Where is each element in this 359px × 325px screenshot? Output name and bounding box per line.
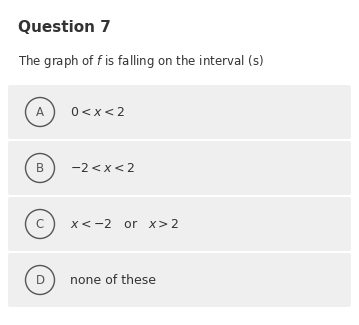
Text: The graph of $f$ is falling on the interval (s): The graph of $f$ is falling on the inter… <box>18 53 264 70</box>
FancyBboxPatch shape <box>8 85 351 139</box>
FancyBboxPatch shape <box>8 253 351 307</box>
Text: $x < -2$   or   $x > 2$: $x < -2$ or $x > 2$ <box>70 217 180 230</box>
FancyBboxPatch shape <box>8 197 351 251</box>
Text: B: B <box>36 162 44 175</box>
Text: $0 < x < 2$: $0 < x < 2$ <box>70 106 125 119</box>
Text: Question 7: Question 7 <box>18 20 111 35</box>
Text: A: A <box>36 106 44 119</box>
Text: C: C <box>36 217 44 230</box>
Text: $-2 < x < 2$: $-2 < x < 2$ <box>70 162 135 175</box>
Text: none of these: none of these <box>70 274 156 287</box>
Text: D: D <box>36 274 45 287</box>
FancyBboxPatch shape <box>8 141 351 195</box>
